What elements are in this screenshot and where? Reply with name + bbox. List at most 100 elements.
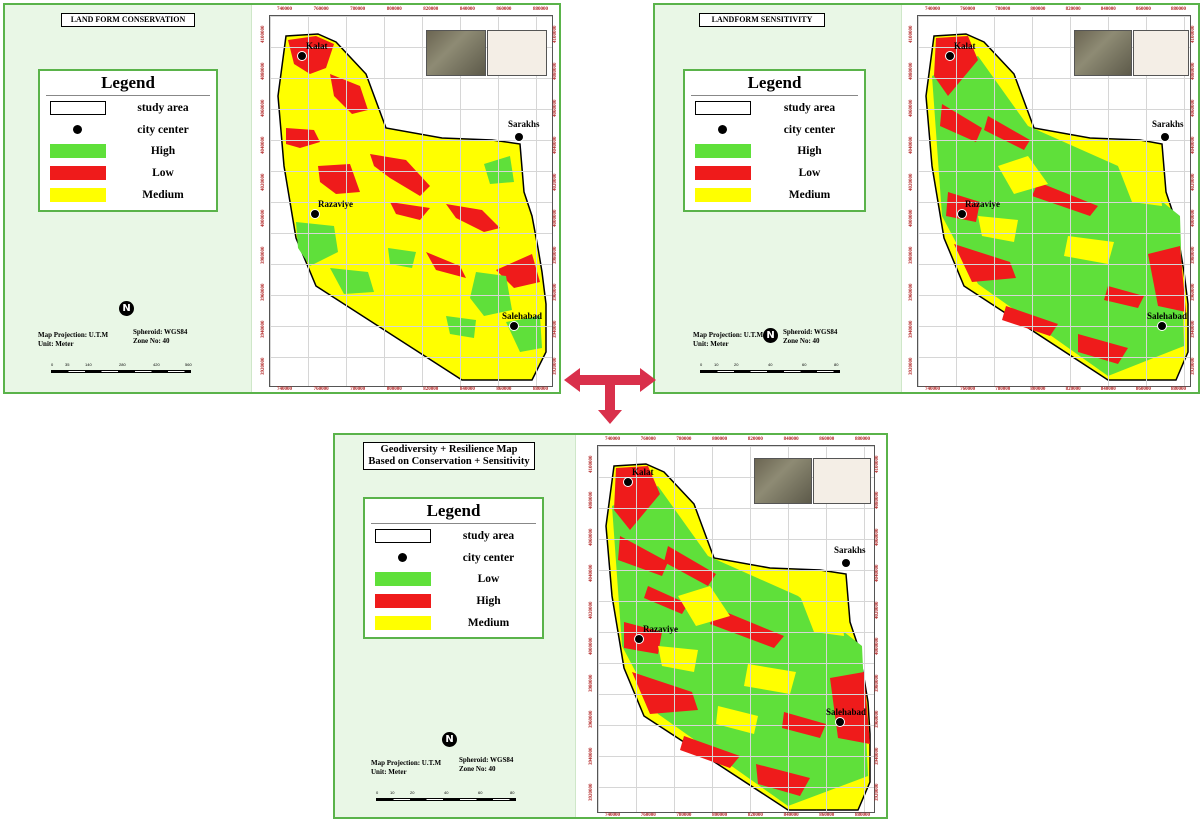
- medium-swatch: [695, 188, 751, 202]
- legend-title: Legend: [426, 501, 481, 520]
- y-tick-label: 4020000: [589, 601, 594, 619]
- y-tick-label: 4080000: [589, 491, 594, 510]
- map-grid: [598, 446, 874, 812]
- x-tick-label: 880000: [855, 437, 870, 442]
- scale-bar-graphic: [376, 798, 516, 801]
- x-axis-ticks-bottom: 740000 760000 780000 800000 820000 840000 8600…: [917, 387, 1191, 395]
- x-axis-ticks-bottom: 740000 760000 780000 800000 820000 840000 8600…: [269, 387, 553, 395]
- x-tick-label: 860000: [1135, 387, 1151, 392]
- y-tick-label: 3920000: [1191, 357, 1196, 376]
- x-tick-label: 840000: [1100, 387, 1116, 392]
- city-dot-sarakhs: [514, 132, 524, 142]
- y-axis-ticks-left: 4100000 4080000 4060000 4040000 4020000 40000…: [589, 445, 597, 813]
- legend-label: Low: [798, 167, 821, 179]
- panel-landform-conservation: LAND FORM CONSERVATION Legend study area…: [3, 3, 561, 394]
- x-tick-label: 760000: [640, 437, 656, 442]
- legend-item-high: High: [40, 144, 216, 162]
- y-tick-label: 4080000: [909, 62, 914, 80]
- title-line-1: Geodiversity + Resilience Map: [380, 444, 518, 455]
- y-tick-label: 3940000: [909, 320, 914, 339]
- x-tick-label: 840000: [783, 437, 799, 442]
- y-tick-label: 4020000: [909, 173, 914, 191]
- x-tick-label: 880000: [533, 7, 548, 12]
- inset-satellite-map: [754, 458, 812, 504]
- legend: Legend study area city center High Low M…: [38, 69, 218, 212]
- legend-label: study area: [462, 530, 515, 542]
- x-axis-ticks-top: 740000 760000 780000 800000 820000 840000 8600…: [917, 7, 1191, 15]
- map-frame: Kalat Sarakhs Razaviye Salehabad: [597, 445, 875, 813]
- panel-title: LANDFORM SENSITIVITY: [699, 13, 825, 27]
- x-tick-label: 740000: [925, 387, 940, 392]
- x-tick-label: 740000: [605, 813, 620, 818]
- y-tick-label: 4060000: [261, 99, 266, 117]
- map-spheroid: Spheroid: WGS84: [459, 756, 514, 764]
- north-arrow-icon: N: [763, 328, 778, 343]
- legend-title: Legend: [747, 73, 802, 92]
- title-line-2: Based on Conservation + Sensitivity: [368, 456, 530, 467]
- x-tick-label: 780000: [995, 7, 1011, 12]
- legend-label: Medium: [788, 189, 831, 201]
- city-label-kalat: Kalat: [306, 41, 328, 51]
- x-tick-label: 800000: [1030, 7, 1046, 12]
- legend-item-study-area: study area: [685, 101, 864, 119]
- x-tick-label: 840000: [459, 387, 475, 392]
- y-tick-label: 4000000: [909, 209, 914, 228]
- scale-label: 420: [153, 362, 160, 367]
- y-tick-label: 3960000: [1191, 283, 1196, 302]
- y-tick-label: 4060000: [1191, 99, 1196, 117]
- panel-geodiversity-resilience: Geodiversity + Resilience Map Based on C…: [333, 433, 888, 819]
- y-tick-label: 3940000: [553, 320, 558, 339]
- city-label-sarakhs: Sarakhs: [1152, 119, 1184, 129]
- legend-label: Low: [152, 167, 174, 179]
- y-tick-label: 3920000: [261, 357, 266, 376]
- map-frame: Kalat Sarakhs Razaviye Salehabad: [269, 15, 553, 387]
- x-axis-ticks-bottom: 740000 760000 780000 800000 820000 840000 8600…: [597, 813, 875, 821]
- legend-label: High: [476, 595, 501, 607]
- legend: Legend study area city center Low High M…: [363, 497, 544, 639]
- scale-label: 10: [714, 362, 719, 367]
- legend-item-study-area: study area: [365, 529, 542, 547]
- inset-province-map: [1133, 30, 1189, 76]
- scale-label: 20: [410, 790, 415, 795]
- y-tick-label: 4080000: [261, 62, 266, 80]
- scale-labels: 0 10 20 40 60 80: [376, 790, 516, 796]
- scale-bar-graphic: [51, 370, 191, 373]
- map-frame: Kalat Sarakhs Razaviye Salehabad: [917, 15, 1191, 387]
- map-spheroid: Spheroid: WGS84: [133, 328, 188, 336]
- legend-label: study area: [137, 102, 189, 114]
- city-label-salehabad: Salehabad: [826, 707, 867, 717]
- y-tick-label: 3920000: [875, 783, 880, 802]
- y-tick-label: 3960000: [261, 283, 266, 302]
- scale-label: 80: [834, 362, 839, 367]
- scale-labels: 0 10 20 40 60 80: [700, 362, 840, 368]
- legend-label: city center: [783, 124, 836, 136]
- x-tick-label: 760000: [313, 387, 329, 392]
- panel-title: Geodiversity + Resilience Map Based on C…: [363, 442, 535, 470]
- y-tick-label: 4040000: [1191, 136, 1196, 154]
- panel-title: LAND FORM CONSERVATION: [61, 13, 195, 27]
- high-swatch: [50, 144, 106, 158]
- legend-title: Legend: [101, 73, 155, 92]
- x-tick-label: 780000: [350, 387, 366, 392]
- legend-item-city-center: city center: [685, 123, 864, 141]
- x-tick-label: 880000: [855, 813, 870, 818]
- x-tick-label: 740000: [277, 387, 292, 392]
- legend-label: city center: [137, 124, 189, 136]
- city-label-kalat: Kalat: [954, 41, 976, 51]
- x-tick-label: 820000: [1065, 7, 1081, 12]
- legend: Legend study area city center High Low M…: [683, 69, 866, 212]
- y-tick-label: 3980000: [261, 246, 266, 265]
- legend-label: Low: [477, 573, 500, 585]
- scale-label: 40: [444, 790, 449, 795]
- low-swatch: [695, 166, 751, 180]
- x-tick-label: 840000: [459, 7, 475, 12]
- y-axis-ticks-right: 4100000 4080000 4060000 4040000 4020000 40000…: [553, 15, 561, 387]
- y-tick-label: 3980000: [589, 674, 594, 692]
- y-tick-label: 4060000: [553, 99, 558, 117]
- connector-arrow-icon: [564, 368, 656, 424]
- legend-divider: [691, 95, 858, 96]
- scale-label: 560: [185, 362, 192, 367]
- map-zone: Zone No: 40: [133, 337, 170, 345]
- map-unit: Unit: Meter: [371, 768, 407, 776]
- legend-label: High: [150, 145, 176, 157]
